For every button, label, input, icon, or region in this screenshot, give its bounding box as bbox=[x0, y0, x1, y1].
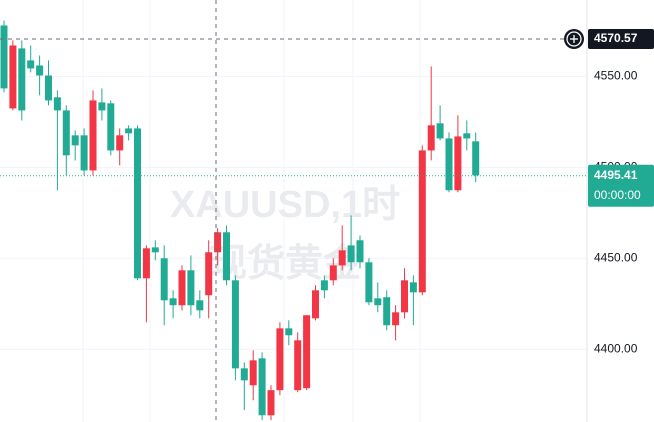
candle-body bbox=[125, 128, 133, 134]
candle-body bbox=[36, 65, 44, 76]
candle-body bbox=[258, 358, 266, 416]
candle-body bbox=[303, 315, 311, 389]
candle-body bbox=[383, 297, 391, 326]
candle-body bbox=[472, 141, 480, 176]
y-tick-label: 4400.00 bbox=[594, 341, 638, 355]
candle-body bbox=[347, 245, 355, 263]
candle-body bbox=[196, 300, 204, 311]
candle-body bbox=[392, 312, 400, 326]
candle-body bbox=[27, 60, 35, 69]
watermark: XAUUSD,1时 bbox=[170, 184, 400, 226]
candle-body bbox=[18, 48, 26, 111]
candle-body bbox=[356, 240, 364, 263]
candle-body bbox=[409, 282, 417, 293]
candle-body bbox=[9, 45, 17, 109]
candle-body bbox=[463, 133, 471, 139]
candles bbox=[0, 20, 480, 421]
candle-body bbox=[365, 262, 373, 303]
last-price-bg bbox=[588, 164, 654, 207]
candle-body bbox=[214, 232, 222, 253]
candle-body bbox=[178, 270, 186, 306]
candle-body bbox=[134, 128, 141, 279]
candle-body bbox=[454, 136, 462, 191]
candle-body bbox=[329, 265, 337, 281]
candle-body bbox=[401, 280, 408, 313]
y-tick-label: 4450.00 bbox=[594, 250, 638, 264]
candle-body bbox=[374, 298, 382, 306]
candle-body bbox=[169, 298, 177, 306]
candle-body bbox=[294, 340, 302, 391]
candle-body bbox=[116, 135, 124, 151]
candle-body bbox=[267, 390, 275, 416]
candle-body bbox=[338, 250, 346, 266]
candle-body bbox=[187, 270, 195, 306]
add-button[interactable] bbox=[564, 29, 584, 49]
candle-body bbox=[151, 247, 159, 253]
countdown-label: 00:00:00 bbox=[594, 188, 641, 202]
candle-body bbox=[231, 280, 239, 369]
candle-body bbox=[80, 135, 88, 171]
candle-body bbox=[276, 328, 284, 391]
y-tick-label: 4550.00 bbox=[594, 69, 638, 83]
candle-body bbox=[320, 280, 328, 291]
candle-body bbox=[142, 248, 150, 279]
last-price-label: 4495.41 bbox=[594, 168, 638, 182]
candle-body bbox=[98, 102, 106, 111]
candle-body bbox=[71, 135, 79, 146]
candle-body bbox=[240, 368, 248, 381]
candle-body bbox=[223, 232, 230, 281]
candle-body bbox=[285, 328, 293, 336]
candle-body bbox=[205, 252, 213, 296]
candle-body bbox=[436, 123, 444, 139]
candle-body bbox=[249, 360, 257, 386]
candle-body bbox=[160, 258, 168, 301]
crosshair-label-bg bbox=[588, 28, 654, 49]
overlay: 4400.004450.004500.004550.004570.574495.… bbox=[0, 28, 654, 355]
candle-body bbox=[427, 125, 435, 151]
candle-body bbox=[107, 103, 115, 151]
candle-body bbox=[0, 25, 8, 89]
candle-body bbox=[53, 97, 61, 111]
candle-body bbox=[62, 110, 70, 156]
candle-body bbox=[312, 290, 319, 319]
candle-body bbox=[45, 75, 52, 101]
candle-body bbox=[89, 100, 97, 171]
grid bbox=[0, 75, 587, 350]
crosshair-label: 4570.57 bbox=[594, 31, 638, 45]
candle-body bbox=[445, 138, 453, 191]
candle-body bbox=[418, 150, 426, 293]
